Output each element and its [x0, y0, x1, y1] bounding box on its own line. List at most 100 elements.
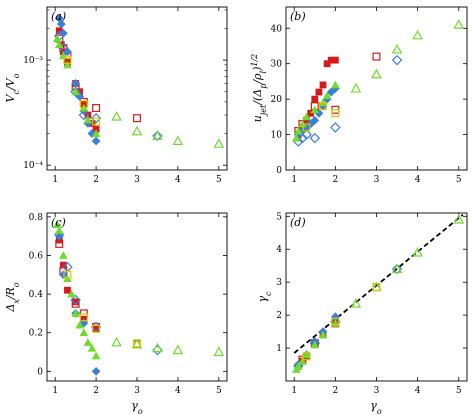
x-tick-label: 1	[52, 386, 58, 396]
x-tick-label: 2	[332, 386, 338, 396]
marker-filled-triangle	[79, 328, 89, 337]
marker-open-diamond	[330, 122, 341, 133]
marker-open-square	[133, 339, 142, 348]
marker-open-square	[92, 117, 101, 126]
x-tick-label: 4	[415, 386, 421, 396]
marker-open-square	[372, 283, 381, 292]
marker-open-triangle	[131, 125, 143, 136]
marker-open-square	[63, 56, 72, 65]
x-tick-label: 3	[134, 175, 140, 185]
marker-open-triangle	[213, 346, 225, 357]
marker-filled-diamond	[63, 47, 72, 57]
marker-open-square	[92, 324, 101, 333]
marker-filled-diamond	[83, 118, 93, 128]
y-axis-label-a-part: /V	[4, 77, 17, 91]
series-green-open-triangle	[111, 336, 225, 357]
marker-open-square	[92, 104, 101, 113]
x-tick-label: 1	[291, 386, 297, 396]
marker-filled-square	[303, 116, 310, 124]
y-tick-label: 4	[276, 245, 282, 255]
marker-filled-triangle	[322, 91, 332, 100]
marker-open-triangle	[391, 263, 403, 274]
marker-open-diamond	[391, 54, 403, 66]
y-tick-label: 1	[276, 344, 282, 354]
marker-open-triangle	[152, 342, 163, 353]
marker-filled-square	[323, 60, 331, 68]
marker-filled-triangle	[331, 80, 340, 89]
x-axis-label-d-part: γ	[370, 399, 377, 412]
marker-filled-triangle	[302, 112, 311, 121]
marker-open-triangle	[172, 344, 184, 355]
marker-filled-triangle	[91, 351, 101, 360]
marker-filled-square	[315, 88, 323, 96]
marker-open-diamond	[78, 109, 90, 121]
marker-open-triangle	[213, 138, 225, 148]
marker-filled-triangle	[91, 129, 101, 137]
panel-label: (b)	[290, 10, 306, 23]
marker-filled-triangle	[318, 330, 328, 339]
marker-filled-triangle	[71, 87, 80, 96]
panel-d: 1 2 3 4 5 1 2 3 4 5 (d)	[276, 212, 468, 396]
y-tick-label: 10	[271, 131, 283, 141]
marker-open-square	[55, 239, 64, 248]
y-axis-label-b-part: u	[251, 115, 264, 122]
x-tick-label: 4	[175, 386, 181, 396]
marker-open-diamond	[297, 132, 308, 144]
series-red-filled-square	[55, 236, 100, 333]
y-tick-label: 0.4	[29, 290, 44, 300]
marker-open-triangle	[412, 29, 423, 40]
x-tick-label: 3	[374, 386, 380, 396]
series-red-open-square	[298, 283, 381, 364]
marker-filled-square	[59, 261, 67, 269]
marker-filled-diamond	[91, 366, 101, 376]
y-axis-label-c-part: x	[12, 299, 21, 304]
marker-filled-square	[64, 286, 71, 294]
y-tick-label: 5	[276, 212, 282, 222]
x-tick-label: 2	[332, 175, 338, 185]
marker-open-diamond	[391, 263, 403, 275]
panel-a: 1 2 3 4 5 10⁻⁴ 10⁻³ (a)	[23, 6, 228, 185]
panel-label: (d)	[290, 216, 306, 229]
marker-open-square	[71, 299, 80, 308]
x-axis-label-c: γo	[131, 399, 143, 416]
marker-open-square	[133, 114, 142, 123]
y-tick-label: 0.8	[29, 213, 44, 223]
marker-filled-triangle	[75, 320, 85, 329]
panel-b: 1 2 3 4 5 0 10 20 30 40 (b)	[271, 6, 468, 185]
marker-open-square	[63, 270, 72, 279]
series-yellow-open-square	[63, 56, 101, 126]
series-green-open-triangle	[111, 111, 225, 148]
marker-filled-diamond	[54, 231, 64, 241]
marker-filled-triangle	[294, 126, 303, 135]
marker-filled-diamond	[91, 136, 101, 146]
marker-open-diamond	[301, 129, 312, 140]
marker-open-square	[79, 313, 88, 322]
marker-open-triangle	[453, 214, 465, 224]
marker-filled-diamond	[71, 79, 81, 88]
y-axis-label-a-part: c	[12, 90, 21, 95]
x-axis-label-c-part: o	[138, 407, 143, 416]
marker-filled-triangle	[54, 40, 64, 49]
marker-filled-triangle	[310, 105, 320, 114]
x-tick-label: 3	[374, 175, 380, 185]
marker-filled-square	[327, 56, 335, 64]
y-tick-label: 0.6	[29, 251, 44, 261]
y-axis-label-a-part: V	[4, 93, 17, 102]
marker-filled-triangle	[87, 343, 97, 352]
marker-open-diamond	[70, 294, 81, 306]
series-red-open-square	[55, 34, 142, 123]
marker-filled-triangle	[54, 226, 64, 234]
marker-open-square	[331, 109, 340, 118]
x-tick-label: 3	[134, 386, 140, 396]
marker-open-triangle	[131, 338, 143, 349]
marker-open-square	[302, 123, 311, 132]
marker-filled-triangle	[294, 361, 303, 370]
marker-filled-triangle	[83, 338, 93, 346]
marker-open-triangle	[172, 135, 184, 146]
marker-filled-diamond	[306, 119, 316, 129]
marker-filled-triangle	[298, 356, 307, 365]
marker-filled-diamond	[79, 318, 89, 328]
marker-open-triangle	[391, 43, 403, 54]
marker-open-diamond	[309, 132, 321, 144]
